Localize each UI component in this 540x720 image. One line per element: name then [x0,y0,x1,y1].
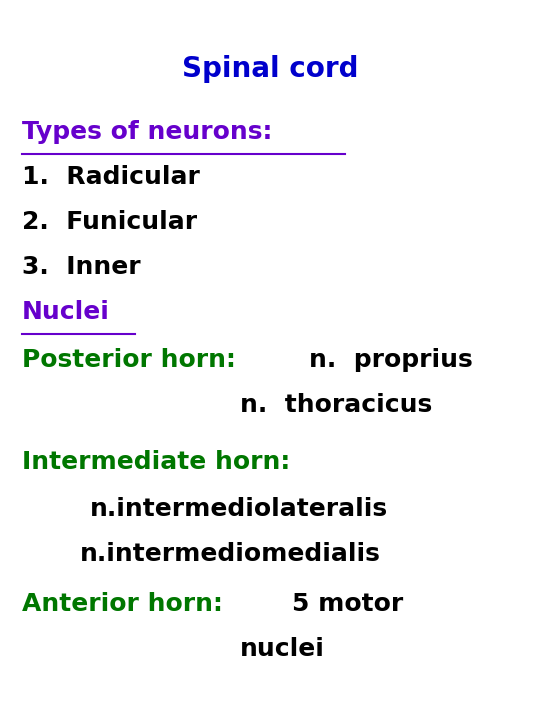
Text: Nuclei: Nuclei [22,300,110,324]
Text: n.  proprius: n. proprius [309,348,473,372]
Text: 1.  Radicular: 1. Radicular [22,165,200,189]
Text: Spinal cord: Spinal cord [182,55,358,83]
Text: Types of neurons:: Types of neurons: [22,120,272,144]
Text: n.  thoracicus: n. thoracicus [240,393,432,417]
Text: nuclei: nuclei [240,637,325,661]
Text: Intermediate horn:: Intermediate horn: [22,450,291,474]
Text: n.intermediolateralis: n.intermediolateralis [90,497,388,521]
Text: 3.  Inner: 3. Inner [22,255,140,279]
Text: Anterior horn:: Anterior horn: [22,592,232,616]
Text: 5 motor: 5 motor [293,592,404,616]
Text: n.intermediomedialis: n.intermediomedialis [80,542,381,566]
Text: 2.  Funicular: 2. Funicular [22,210,197,234]
Text: Posterior horn:: Posterior horn: [22,348,245,372]
